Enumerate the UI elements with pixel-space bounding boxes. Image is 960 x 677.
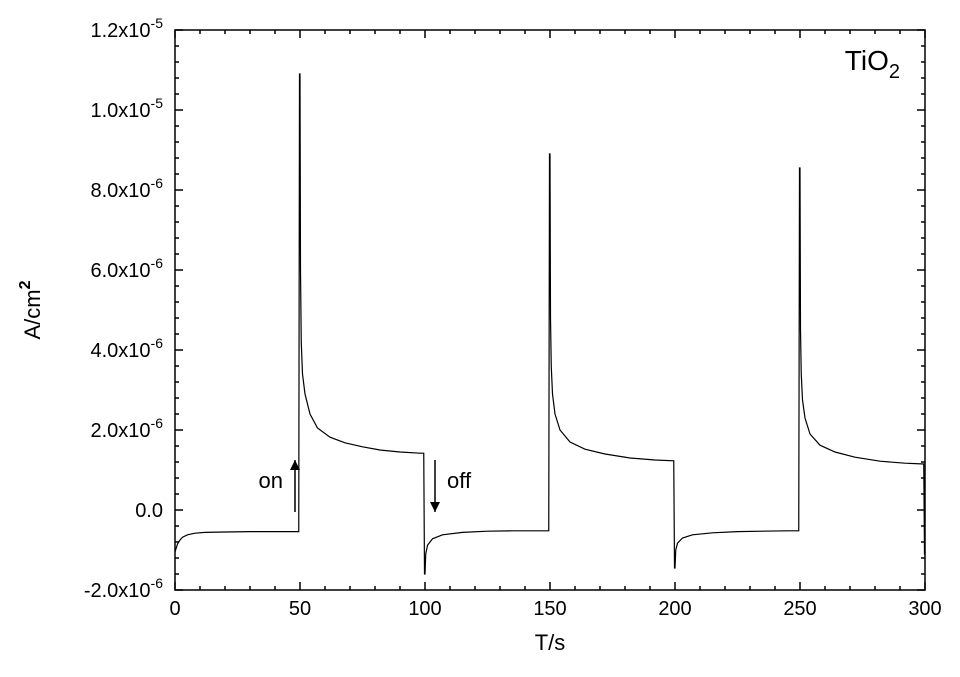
y-tick-label: 8.0x10-6 — [90, 175, 163, 202]
y-tick-label: 4.0x10-6 — [90, 335, 163, 362]
x-tick-label: 250 — [783, 598, 816, 620]
chart-container: 0 50 100 150 200 250 300 -2.0x10-6 0.0 2.0x10-6 4.… — [0, 0, 960, 677]
y-tick-label: 0.0 — [135, 500, 163, 522]
x-tick-label: 300 — [908, 598, 941, 620]
y-tick-label: 2.0x10-6 — [90, 415, 163, 442]
chart-svg: 0 50 100 150 200 250 300 -2.0x10-6 0.0 2.0x10-6 4.… — [0, 0, 960, 677]
x-tick-label: 100 — [408, 598, 441, 620]
y-tick-label: 1.0x10-5 — [90, 95, 163, 122]
chart-title: TiO2 — [845, 45, 900, 83]
off-label: off — [447, 468, 472, 493]
x-tick-label: 200 — [658, 598, 691, 620]
data-series — [175, 74, 925, 574]
y-tick-label: 1.2x10-5 — [90, 15, 163, 42]
y-tick-label: -2.0x10-6 — [84, 575, 163, 602]
x-tick-label: 50 — [289, 598, 311, 620]
x-axis-label: T/s — [535, 630, 566, 655]
x-tick-label: 0 — [169, 598, 180, 620]
x-tick-label: 150 — [533, 598, 566, 620]
y-tick-label: 6.0x10-6 — [90, 255, 163, 282]
y-axis-label: A/cm2 — [17, 280, 45, 339]
on-label: on — [259, 468, 283, 493]
